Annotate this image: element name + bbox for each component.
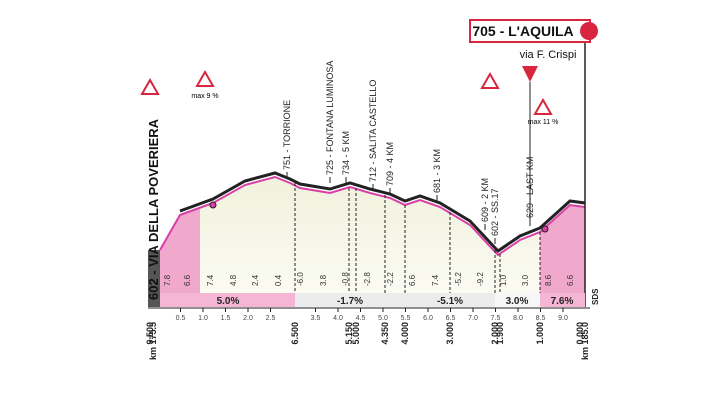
gradient-value: -5.2 [454,272,463,286]
profile-line [159,175,586,257]
km-mark: 2.000 [490,322,500,345]
steep-left [160,207,200,293]
flamme-rouge [522,66,538,82]
climb-max: max 11 % [528,119,559,126]
gradient-value: 6.6 [183,274,192,286]
segment [540,293,585,307]
gradient-value: 7.4 [206,274,215,286]
gradient-value: 6.6 [408,274,417,286]
gradient-value: 3.8 [319,274,328,286]
segment-gradient: -1.7% [337,296,363,307]
gradient-value: -2.8 [363,272,372,286]
profile-area [160,177,585,293]
gradient-value: -2.2 [386,272,395,286]
km-tick: 2.0 [243,315,253,322]
waypoint-label: 734 - 5 KM [341,131,351,175]
gradient-value: -6.0 [296,272,305,286]
km-tick: 9.0 [558,315,568,322]
km-tick: 4.0 [333,315,343,322]
km-mark: 3.000 [445,322,455,345]
km-tick: 3.5 [311,315,321,322]
gradient-value: 1.0 [499,274,508,286]
start-label: 602 - VIA DELLA POVERIERA [146,118,161,300]
segment-gradient: 7.6% [551,296,574,307]
km-dividers [294,183,541,293]
waypoint-label: 629 - LAST KM [525,157,535,218]
steep-right [540,205,585,293]
segment-gradient: 3.0% [506,296,529,307]
gradient-value: 7.4 [431,274,440,286]
km-mark: 5.150 [344,322,354,345]
waypoint-label: 681 - 3 KM [432,149,442,193]
start-km: km 175.5 [148,322,158,360]
segment-gradient: -5.1% [437,296,463,307]
start-block [148,250,160,307]
gradient-value: 7.8 [163,274,172,286]
km-tick: 2.5 [266,315,276,322]
segment-gradient: 5.0% [217,296,240,307]
waypoint-label: 609 - 2 KM [480,178,490,222]
km-tick: 0.5 [176,315,186,322]
sds: SDS [591,288,600,305]
km-tick: 6.5 [446,315,456,322]
finish-title: 705 - L'AQUILA [472,23,573,39]
segment [295,293,405,307]
km-mark: 1.000 [535,322,545,345]
km-tick: 8.5 [536,315,546,322]
gradient-value: 8.6 [544,274,553,286]
km-tick: 5.5 [401,315,411,322]
gradient-value: -9.2 [476,272,485,286]
waypoint-label: 751 - TORRIONE [282,100,292,170]
waypoint-label: 725 - FONTANA LUMINOSA [325,61,335,175]
km-tick: 8.0 [513,315,523,322]
waypoint-label: 602 - SS.17 [490,188,500,236]
km-mark: 0.000 [575,322,585,345]
segment [405,293,495,307]
gradient-value: -0.8 [341,272,350,286]
km-mark: 9.500 [145,322,155,345]
waypoint-label: 712 - SALITA CASTELLO [368,80,378,182]
warning-icons [140,69,553,115]
km-tick: 7.0 [468,315,478,322]
km-tick: 1.5 [221,315,231,322]
km-mark: 1.900 [495,322,505,345]
gradient-value: 2.4 [251,274,260,286]
gradient-value: 3.0 [521,274,530,286]
climb-marker [541,225,549,233]
km-tick: 5.0 [378,315,388,322]
finish-street: via F. Crispi [520,49,577,61]
km-tick: 4.5 [356,315,366,322]
waypoint-label: 709 - 4 KM [385,142,395,186]
finish-icon [580,22,598,40]
km-mark: 5.000 [351,322,361,345]
gradient-value: 4.8 [229,274,238,286]
climb-max: max 9 % [191,93,218,100]
finish-km: km 185.0 [580,322,590,360]
climb-marker [209,201,217,209]
km-tick: 7.5 [491,315,501,322]
km-mark: 4.000 [400,322,410,345]
gradient-value: 6.6 [566,274,575,286]
labels: 751 - TORRIONE 725 - FONTANA LUMINOSA 734 … [145,61,585,345]
km-tick: 1.0 [198,315,208,322]
km-tick: 6.0 [423,315,433,322]
segment [160,293,295,307]
km-mark: 6.500 [290,322,300,345]
km-mark: 4.350 [380,322,390,345]
gradient-value: 0.4 [274,274,283,286]
segment [495,293,540,307]
